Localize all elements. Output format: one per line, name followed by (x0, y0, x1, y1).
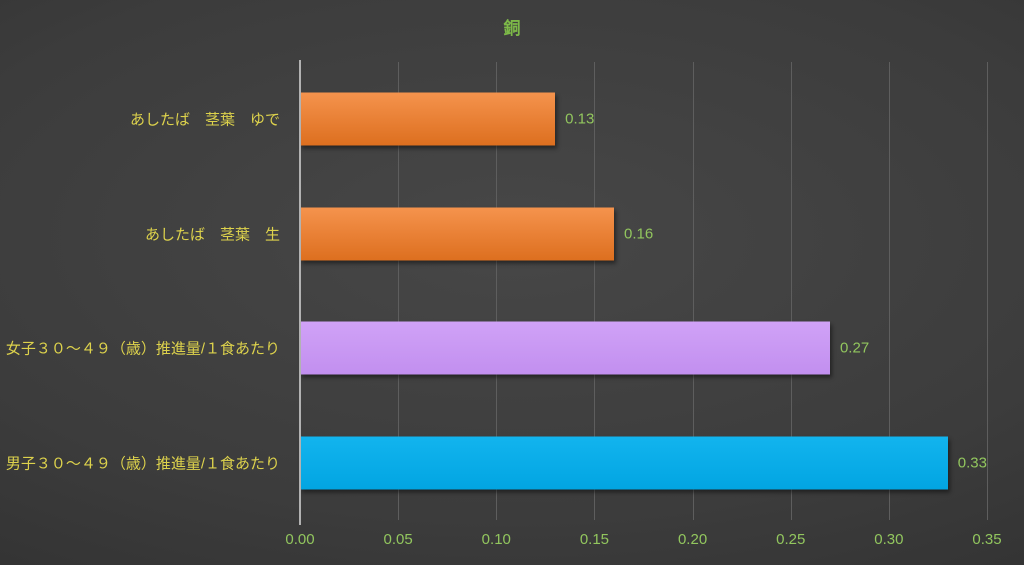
chart-title: 銅 (503, 19, 521, 38)
bar[interactable] (300, 92, 556, 146)
bar-row: 0.16 (300, 177, 987, 292)
bar-row: 0.33 (300, 406, 987, 521)
bar-value-label: 0.33 (957, 454, 987, 472)
bar[interactable] (300, 207, 615, 261)
gridline (398, 62, 400, 520)
x-tick-label: 0.35 (972, 531, 1002, 548)
category-label: あしたば 茎葉 ゆで (129, 111, 280, 129)
x-tick-label: 0.20 (677, 531, 708, 548)
gridline (496, 62, 498, 520)
gridline (692, 62, 694, 520)
bar[interactable] (300, 436, 948, 490)
gridline (594, 62, 596, 520)
category-label: 男子３０〜４９（歳）推進量/１食あたり (5, 455, 280, 473)
x-tick-label: 0.00 (285, 531, 315, 548)
gridline (987, 62, 988, 520)
category-label: あしたば 茎葉 生 (144, 226, 280, 244)
x-tick-label: 0.10 (481, 531, 511, 548)
bar-row: 0.27 (300, 291, 987, 406)
bar-value-label: 0.16 (624, 225, 654, 243)
x-tick-label: 0.15 (579, 531, 610, 548)
bar-row: 0.13 (300, 62, 987, 177)
bar[interactable] (300, 321, 830, 375)
bar-value-label: 0.13 (565, 110, 595, 128)
category-label: 女子３０〜４９（歳）推進量/１食あたり (5, 340, 280, 358)
plot-area: 0.13 0.16 0.27 0.33 (300, 62, 988, 521)
x-tick-label: 0.30 (874, 531, 904, 548)
y-axis-line (299, 60, 301, 525)
x-axis: 0.00 0.05 0.10 0.15 0.20 0.25 0.30 0.35 (285, 531, 1001, 551)
x-tick-label: 0.05 (383, 531, 413, 548)
x-tick-label: 0.25 (776, 531, 806, 548)
bar-value-label: 0.27 (839, 339, 870, 357)
category-axis: あしたば 茎葉 ゆであしたば 茎葉 生女子３０〜４９（歳）推進量/１食あたり 男子… (0, 62, 290, 520)
gridline (888, 62, 890, 520)
gridline (790, 62, 792, 520)
